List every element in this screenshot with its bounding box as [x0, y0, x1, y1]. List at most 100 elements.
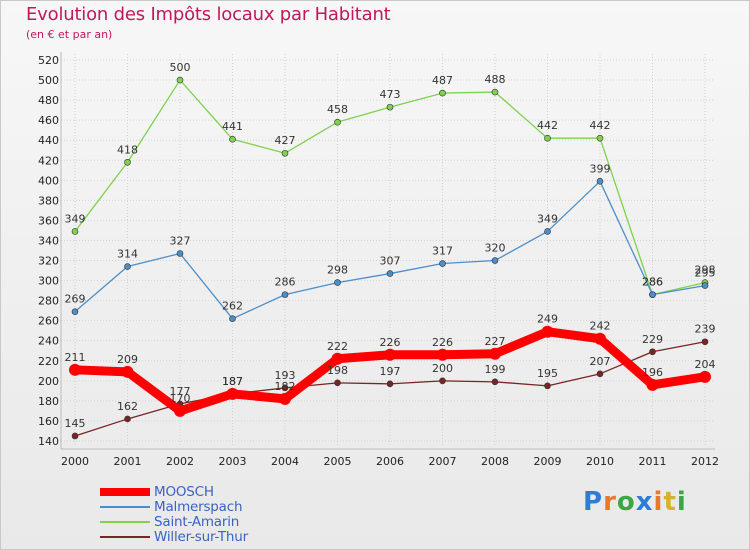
data-label-malmerspach: 317: [432, 245, 453, 258]
data-point-willer-sur-thur: [281, 384, 289, 392]
data-point-saint-amarin: [334, 118, 341, 126]
logo-letter: r: [603, 487, 617, 517]
legend-label-moosch: MOOSCH: [154, 483, 214, 500]
legend-item-moosch: MOOSCH: [100, 483, 248, 500]
logo-letter: P: [583, 487, 604, 517]
data-point-saint-amarin: [176, 76, 184, 84]
data-label-saint-amarin: 487: [432, 74, 453, 87]
data-point-willer-sur-thur: [386, 380, 394, 388]
data-point-moosch: [436, 348, 449, 361]
data-point-malmerspach: [334, 279, 341, 286]
x-tick-label: 2012: [691, 455, 719, 468]
data-label-malmerspach: 269: [65, 293, 86, 306]
y-tick-label: 160: [38, 415, 59, 428]
data-point-willer-sur-thur: [71, 432, 79, 440]
data-point-malmerspach: [491, 257, 499, 264]
data-label-willer-sur-thur: 239: [695, 323, 716, 336]
data-point-willer-sur-thur: [649, 348, 656, 356]
legend-item-willer-sur-thur: Willer-sur-Thur: [100, 528, 248, 545]
logo-letter: x: [635, 487, 654, 517]
x-tick-label: 2010: [586, 455, 614, 468]
x-tick-label: 2002: [166, 455, 194, 468]
y-tick-label: 220: [38, 355, 59, 368]
data-label-willer-sur-thur: 162: [117, 400, 138, 413]
data-point-saint-amarin: [281, 149, 289, 157]
y-tick-label: 480: [38, 94, 59, 107]
data-label-malmerspach: 298: [327, 264, 348, 277]
legend-swatch-malmerspach: [100, 505, 150, 508]
data-point-saint-amarin: [124, 158, 131, 166]
data-point-moosch: [384, 348, 396, 361]
data-label-saint-amarin: 442: [537, 119, 558, 132]
logo-letter: i: [653, 487, 664, 517]
data-label-moosch: 249: [537, 313, 558, 326]
data-label-willer-sur-thur: 199: [485, 363, 506, 376]
data-label-willer-sur-thur: 197: [380, 365, 401, 378]
legend-item-saint-amarin: Saint-Amarin: [100, 514, 248, 530]
data-point-saint-amarin: [491, 88, 499, 96]
data-point-moosch: [279, 392, 291, 405]
data-label-saint-amarin: 286: [642, 276, 663, 289]
data-label-willer-sur-thur: 207: [590, 355, 611, 368]
data-label-moosch: 209: [117, 353, 138, 366]
data-label-malmerspach: 349: [537, 212, 558, 225]
y-tick-label: 320: [38, 255, 59, 268]
data-point-saint-amarin: [229, 135, 236, 143]
data-label-malmerspach: 399: [590, 162, 611, 175]
data-label-moosch: 211: [65, 351, 86, 364]
data-label-moosch: 187: [222, 375, 243, 388]
data-point-moosch: [174, 404, 186, 417]
legend: MOOSCH Malmerspach Saint-Amarin Willer-sur-…: [100, 483, 248, 545]
x-tick-label: 2000: [61, 455, 89, 468]
data-point-moosch: [594, 332, 606, 345]
data-label-saint-amarin: 500: [170, 61, 191, 74]
data-point-willer-sur-thur: [124, 415, 131, 423]
data-point-moosch: [541, 325, 554, 338]
data-label-malmerspach: 295: [695, 267, 716, 280]
data-label-saint-amarin: 298: [695, 264, 716, 277]
x-tick-label: 2007: [429, 455, 457, 468]
data-label-saint-amarin: 441: [222, 120, 243, 133]
data-point-malmerspach: [701, 282, 709, 289]
legend-swatch-saint-amarin: [100, 520, 150, 523]
x-tick-label: 2011: [639, 455, 667, 468]
data-point-saint-amarin: [386, 103, 394, 111]
data-label-willer-sur-thur: 177: [170, 385, 191, 398]
data-label-saint-amarin: 458: [327, 103, 348, 116]
y-tick-label: 360: [38, 214, 59, 227]
data-label-malmerspach: 307: [380, 255, 401, 268]
data-label-willer-sur-thur: 145: [65, 417, 86, 430]
data-point-moosch: [699, 370, 711, 383]
data-point-saint-amarin: [544, 134, 551, 142]
y-tick-label: 420: [38, 154, 59, 167]
data-point-malmerspach: [544, 228, 551, 235]
y-tick-label: 260: [38, 315, 59, 328]
data-point-willer-sur-thur: [596, 370, 604, 378]
data-label-willer-sur-thur: 200: [432, 362, 453, 375]
data-point-malmerspach: [229, 315, 236, 322]
y-tick-label: 200: [38, 375, 59, 388]
data-label-moosch: 196: [642, 366, 663, 379]
data-point-saint-amarin: [439, 89, 446, 97]
proxiti-logo: Proxiti: [583, 487, 687, 517]
y-tick-label: 300: [38, 275, 59, 288]
x-tick-label: 2003: [219, 455, 247, 468]
y-tick-label: 380: [38, 194, 59, 207]
legend-swatch-willer-sur-thur: [100, 535, 150, 538]
data-label-willer-sur-thur: 187: [222, 375, 243, 388]
data-point-moosch: [69, 363, 81, 376]
logo-letter: t: [663, 487, 677, 517]
legend-label-malmerspach: Malmerspach: [154, 498, 243, 515]
data-label-moosch: 222: [327, 340, 348, 353]
data-point-saint-amarin: [596, 134, 604, 142]
x-tick-label: 2004: [271, 455, 299, 468]
x-tick-label: 2009: [534, 455, 562, 468]
logo-letter: o: [616, 487, 636, 517]
logo-letter: i: [676, 487, 687, 517]
legend-label-willer-sur-thur: Willer-sur-Thur: [154, 528, 248, 545]
data-point-saint-amarin: [71, 228, 79, 235]
legend-item-malmerspach: Malmerspach: [100, 498, 248, 515]
y-tick-label: 180: [38, 395, 59, 408]
data-point-malmerspach: [124, 263, 131, 270]
y-tick-label: 240: [38, 335, 59, 348]
